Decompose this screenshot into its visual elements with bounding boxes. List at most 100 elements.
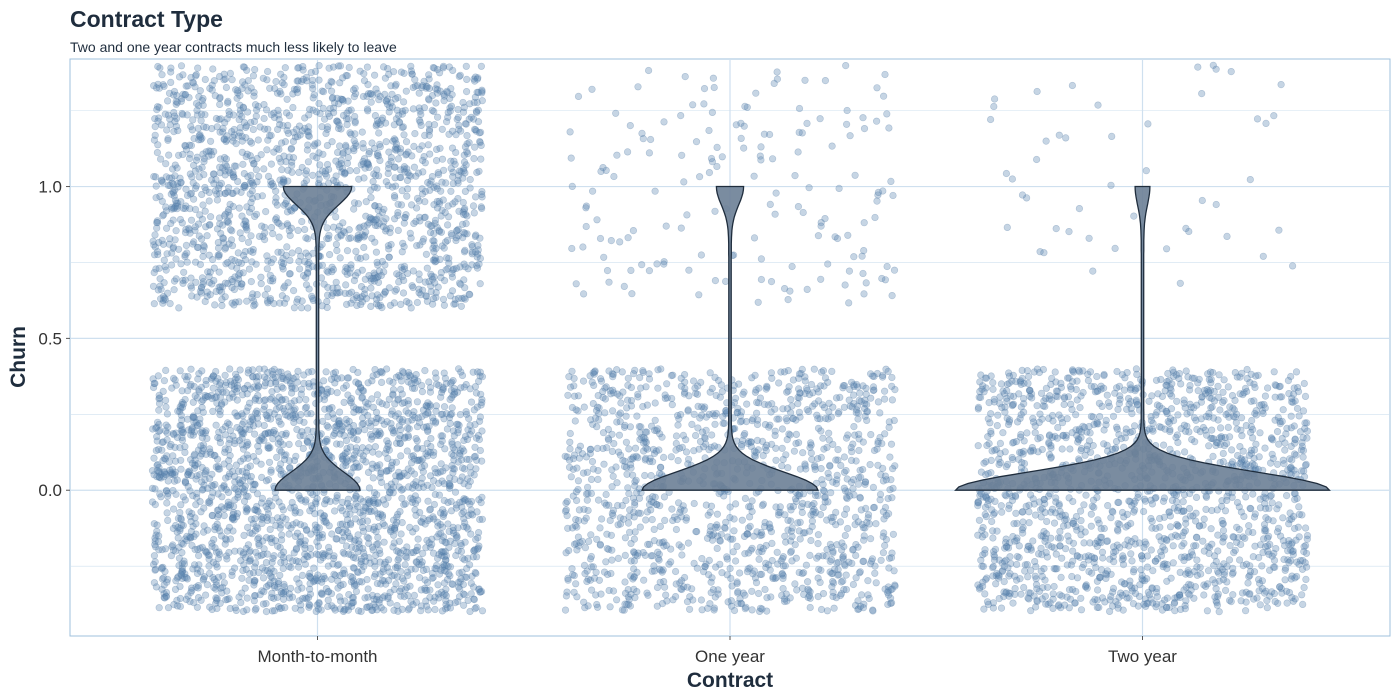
data-point	[236, 229, 244, 237]
data-point	[467, 579, 475, 587]
data-point	[336, 408, 344, 416]
data-point	[364, 496, 372, 504]
data-point	[228, 283, 236, 292]
data-point	[677, 382, 686, 390]
data-point	[252, 548, 260, 556]
data-point	[383, 467, 391, 475]
data-point	[328, 263, 336, 271]
data-point	[155, 604, 163, 612]
data-point	[324, 602, 332, 611]
data-point	[330, 552, 338, 560]
data-point	[207, 391, 216, 399]
data-point	[399, 289, 408, 297]
data-point	[212, 175, 220, 184]
data-point	[842, 505, 851, 513]
data-point	[565, 456, 574, 464]
data-point	[160, 377, 168, 385]
data-point	[186, 467, 194, 475]
data-point	[614, 521, 622, 529]
data-point	[387, 157, 395, 166]
data-point	[273, 453, 281, 461]
data-point	[370, 523, 379, 531]
data-point	[241, 486, 249, 494]
data-point	[176, 508, 184, 517]
data-point	[478, 515, 487, 523]
data-point	[209, 255, 217, 264]
data-point	[206, 603, 214, 611]
data-point	[654, 554, 662, 563]
data-point	[405, 371, 413, 379]
data-point	[243, 506, 251, 514]
data-point	[246, 529, 254, 537]
data-point	[856, 389, 864, 397]
data-point	[259, 600, 268, 608]
data-point	[189, 413, 197, 421]
data-point	[354, 200, 363, 208]
data-point	[422, 597, 430, 605]
data-point	[412, 547, 420, 555]
data-point	[385, 395, 393, 403]
data-point	[285, 590, 293, 598]
data-point	[224, 419, 232, 427]
data-point	[187, 274, 195, 282]
data-point	[642, 516, 650, 524]
data-point	[437, 228, 446, 236]
data-point	[266, 295, 275, 303]
data-point	[343, 499, 352, 507]
data-point	[415, 419, 424, 427]
data-point	[332, 178, 340, 186]
data-point	[331, 606, 339, 614]
data-point	[849, 391, 858, 399]
data-point	[625, 528, 634, 536]
data-point	[299, 444, 307, 453]
data-point	[367, 98, 375, 106]
data-point	[741, 494, 750, 503]
data-point	[289, 557, 297, 565]
data-point	[224, 99, 232, 107]
data-point	[423, 481, 432, 489]
data-point	[409, 601, 417, 609]
data-point	[265, 458, 274, 466]
data-point	[176, 582, 184, 591]
data-point	[356, 518, 364, 526]
data-point	[216, 527, 224, 535]
data-point	[261, 382, 269, 390]
data-point	[178, 387, 186, 395]
data-point	[263, 146, 271, 154]
data-point	[360, 549, 368, 557]
data-point	[328, 453, 336, 462]
data-point	[768, 539, 776, 548]
data-point	[415, 197, 423, 205]
data-point	[236, 269, 244, 277]
data-point	[251, 606, 259, 614]
data-point	[352, 493, 360, 501]
data-point	[464, 475, 472, 483]
data-point	[378, 378, 386, 387]
data-point	[203, 288, 211, 296]
data-point	[462, 220, 470, 228]
data-point	[228, 515, 237, 523]
data-point	[175, 304, 183, 312]
data-point	[253, 193, 261, 201]
data-point	[796, 465, 805, 473]
data-point	[461, 538, 469, 546]
data-point	[181, 477, 189, 485]
data-point	[457, 542, 465, 550]
data-point	[459, 554, 467, 562]
data-point	[304, 368, 313, 376]
data-point	[461, 591, 469, 599]
data-point	[268, 589, 276, 598]
data-point	[243, 390, 251, 398]
data-point	[217, 115, 225, 123]
data-point	[205, 562, 213, 570]
data-point	[189, 179, 197, 187]
data-point	[431, 279, 439, 287]
data-point	[268, 607, 277, 615]
data-point	[821, 374, 830, 382]
data-point	[778, 591, 786, 600]
data-point	[350, 454, 358, 462]
data-point	[466, 291, 474, 299]
data-point	[850, 423, 858, 431]
data-point	[166, 235, 174, 243]
data-point	[403, 192, 411, 200]
